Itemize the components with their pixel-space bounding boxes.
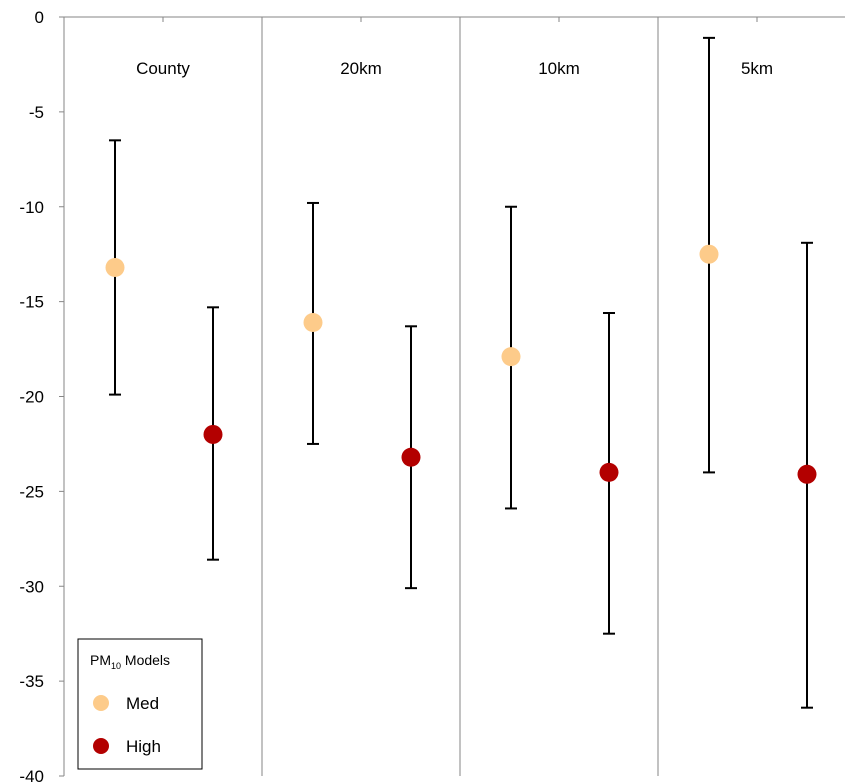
panel-label: County	[136, 59, 190, 78]
y-tick-label: -15	[19, 293, 44, 312]
y-tick-label: -35	[19, 672, 44, 691]
y-tick-label: -25	[19, 482, 44, 501]
panel-label: 20km	[340, 59, 382, 78]
data-point	[303, 312, 323, 332]
data-point	[797, 464, 817, 484]
data-point	[401, 447, 421, 467]
legend: PM10 Models Med High	[77, 638, 203, 770]
axes: 0 -5 -10 -15 -20 -25 -30 -35 -40	[19, 8, 845, 782]
y-tick-label: 0	[35, 8, 44, 27]
data-point	[501, 347, 521, 367]
data-point	[105, 257, 125, 277]
y-tick-label: -10	[19, 198, 44, 217]
y-tick-label: -30	[19, 577, 44, 596]
panel-label: 10km	[538, 59, 580, 78]
legend-label-med: Med	[126, 694, 159, 713]
legend-label-high: High	[126, 737, 161, 756]
panel-dividers: County 20km 10km 5km	[136, 17, 773, 776]
panel-label: 5km	[741, 59, 773, 78]
legend-marker-high	[93, 738, 109, 754]
data-point	[203, 424, 223, 444]
legend-title: PM10 Models	[90, 652, 170, 671]
data-point	[699, 244, 719, 264]
y-tick-label: -20	[19, 388, 44, 407]
y-tick-label: -5	[29, 103, 44, 122]
y-tick-label: -40	[19, 767, 44, 782]
legend-marker-med	[93, 695, 109, 711]
data-point	[599, 462, 619, 482]
data-marks	[105, 36, 817, 709]
